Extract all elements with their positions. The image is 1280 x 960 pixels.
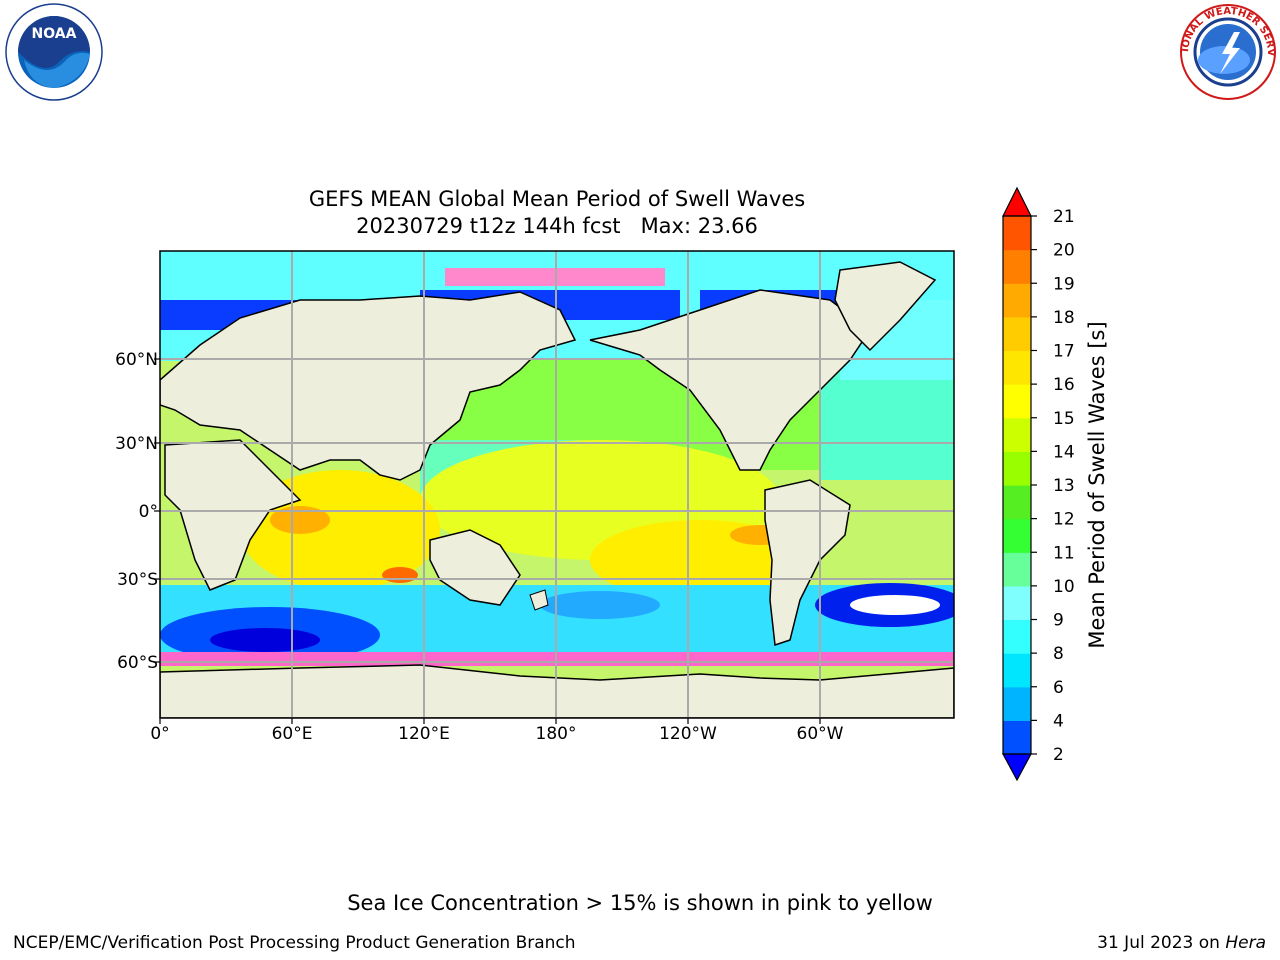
colorbar-segment [1003, 216, 1031, 251]
colorbar-segment [1003, 653, 1031, 688]
noaa-logo: NOAA [5, 3, 103, 101]
y-tick-label: 60°S [117, 653, 158, 673]
colorbar-segment [1003, 619, 1031, 654]
colorbar-segment [1003, 417, 1031, 452]
colorbar-tick-label: 18 [1053, 308, 1075, 328]
map-plot-area [160, 251, 954, 718]
colorbar-tick-label: 16 [1053, 375, 1075, 395]
x-tick-label: 120°W [659, 724, 717, 744]
footer-organization: NCEP/EMC/Verification Post Processing Pr… [13, 933, 576, 953]
y-tick-label: 60°N [115, 350, 158, 370]
colorbar-segment [1003, 686, 1031, 721]
colorbar-tick-label: 2 [1053, 745, 1064, 765]
colorbar-segment [1003, 384, 1031, 419]
colorbar-tick-label: 20 [1053, 241, 1075, 261]
colorbar-tick-label: 6 [1053, 678, 1064, 698]
sea-ice-note: Sea Ice Concentration > 15% is shown in … [347, 891, 933, 915]
colorbar-tick-label: 17 [1053, 342, 1075, 362]
map-frame [159, 250, 955, 719]
colorbar-tick-label: 9 [1053, 611, 1064, 631]
footer-date-text: 31 Jul 2023 on [1097, 933, 1220, 953]
colorbar-segment [1003, 518, 1031, 553]
colorbar-tick-label: 4 [1053, 711, 1064, 731]
footer-date: 31 Jul 2023 on Hera [1097, 933, 1266, 953]
colorbar-segment [1003, 316, 1031, 352]
chart-subtitle: 20230729 t12z 144h fcst Max: 23.66 [356, 214, 758, 238]
x-tick-label: 60°W [797, 724, 844, 744]
colorbar-segment [1003, 552, 1031, 587]
chart-title: GEFS MEAN Global Mean Period of Swell Wa… [308, 187, 806, 211]
map-gridlines [160, 251, 954, 718]
y-tick-label: 30°N [115, 434, 158, 454]
colorbar-tick-label: 14 [1053, 442, 1075, 462]
colorbar-segment [1003, 585, 1031, 621]
x-tick-label: 60°E [272, 724, 313, 744]
colorbar-segment [1003, 720, 1031, 755]
colorbar-extend-high [1002, 186, 1032, 217]
colorbar-segment [1003, 350, 1031, 385]
colorbar-segment [1003, 451, 1031, 486]
x-axis-ticks: 0° 60°E 120°E 180° 120°W 60°W [150, 718, 844, 744]
colorbar-segment [1003, 249, 1031, 284]
y-tick-label: 30°S [117, 570, 158, 590]
x-tick-label: 120°E [398, 724, 450, 744]
colorbar-tick-label: 15 [1053, 409, 1075, 429]
nws-logo: NATIONAL WEATHER SERVICE [1178, 2, 1276, 100]
colorbar-tick-label: 12 [1053, 510, 1075, 530]
footer-host: Hera [1225, 933, 1266, 953]
colorbar-tick-label: 19 [1053, 274, 1075, 294]
y-axis-ticks: 60°N 30°N 0° 30°S 60°S [115, 350, 160, 673]
colorbar-extend-low [1001, 753, 1033, 782]
colorbar-tick-label: 21 [1053, 207, 1075, 227]
x-tick-label: 0° [150, 724, 169, 744]
colorbar-tick-label: 11 [1053, 543, 1075, 563]
colorbar-tick-label: 13 [1053, 476, 1075, 496]
y-tick-label: 0° [139, 502, 158, 522]
colorbar-segment [1003, 283, 1031, 318]
colorbar-tick-label: 8 [1053, 644, 1064, 664]
x-tick-label: 180° [536, 724, 577, 744]
colorbar-segment [1003, 485, 1031, 520]
svg-text:NOAA: NOAA [32, 26, 77, 42]
colorbar: 2 4 6 8 9 10 11 12 13 14 15 16 17 18 19 20 21 [1001, 186, 1075, 782]
colorbar-tick-label: 10 [1053, 577, 1075, 597]
colorbar-label: Mean Period of Swell Waves [s] [1085, 321, 1109, 649]
